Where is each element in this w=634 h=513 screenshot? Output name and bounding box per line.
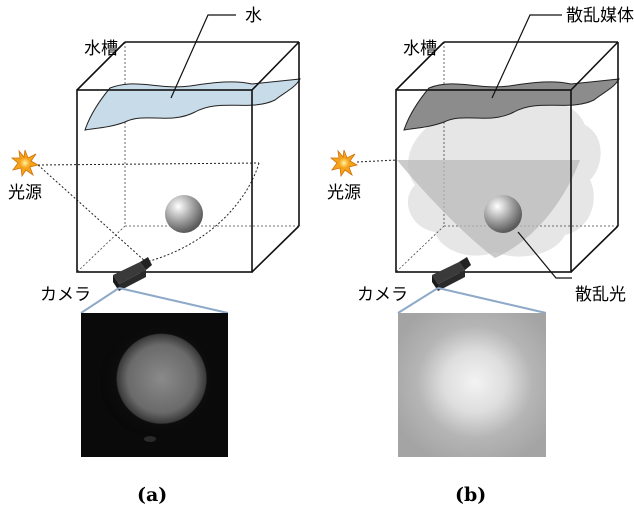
camera-label-b: カメラ	[357, 285, 408, 305]
water-surface	[85, 79, 300, 130]
tank-label-a: 水槽	[84, 39, 118, 59]
sphere	[165, 195, 203, 233]
sun-icon-b	[331, 150, 357, 176]
tank-label-b: 水槽	[403, 39, 437, 59]
light-label-a: 光源	[8, 183, 42, 203]
caption-b: (b)	[455, 484, 486, 506]
camera-label-a: カメラ	[40, 285, 91, 305]
sphere-b	[484, 195, 522, 233]
scatter-label: 散乱光	[575, 285, 626, 305]
photo-b	[398, 313, 546, 457]
caption-a: (a)	[137, 484, 167, 506]
sun-icon	[12, 150, 38, 176]
view-lines	[81, 288, 228, 313]
light-ray-b	[357, 160, 397, 162]
water-label: 水	[245, 6, 262, 26]
tank-front-edges	[77, 42, 299, 272]
light-label-b: 光源	[327, 183, 361, 203]
view-lines-b	[398, 288, 546, 313]
panel-b: 散乱媒体 水槽 散乱光 光源 カメラ (b)	[327, 6, 634, 506]
panel-a: 水 水槽 光源 カメラ (a)	[8, 6, 300, 506]
photo-a	[81, 313, 228, 457]
light-beam	[38, 163, 259, 262]
camera-icon-b	[432, 257, 471, 291]
medium-label: 散乱媒体	[566, 6, 634, 26]
camera-icon	[113, 257, 152, 291]
